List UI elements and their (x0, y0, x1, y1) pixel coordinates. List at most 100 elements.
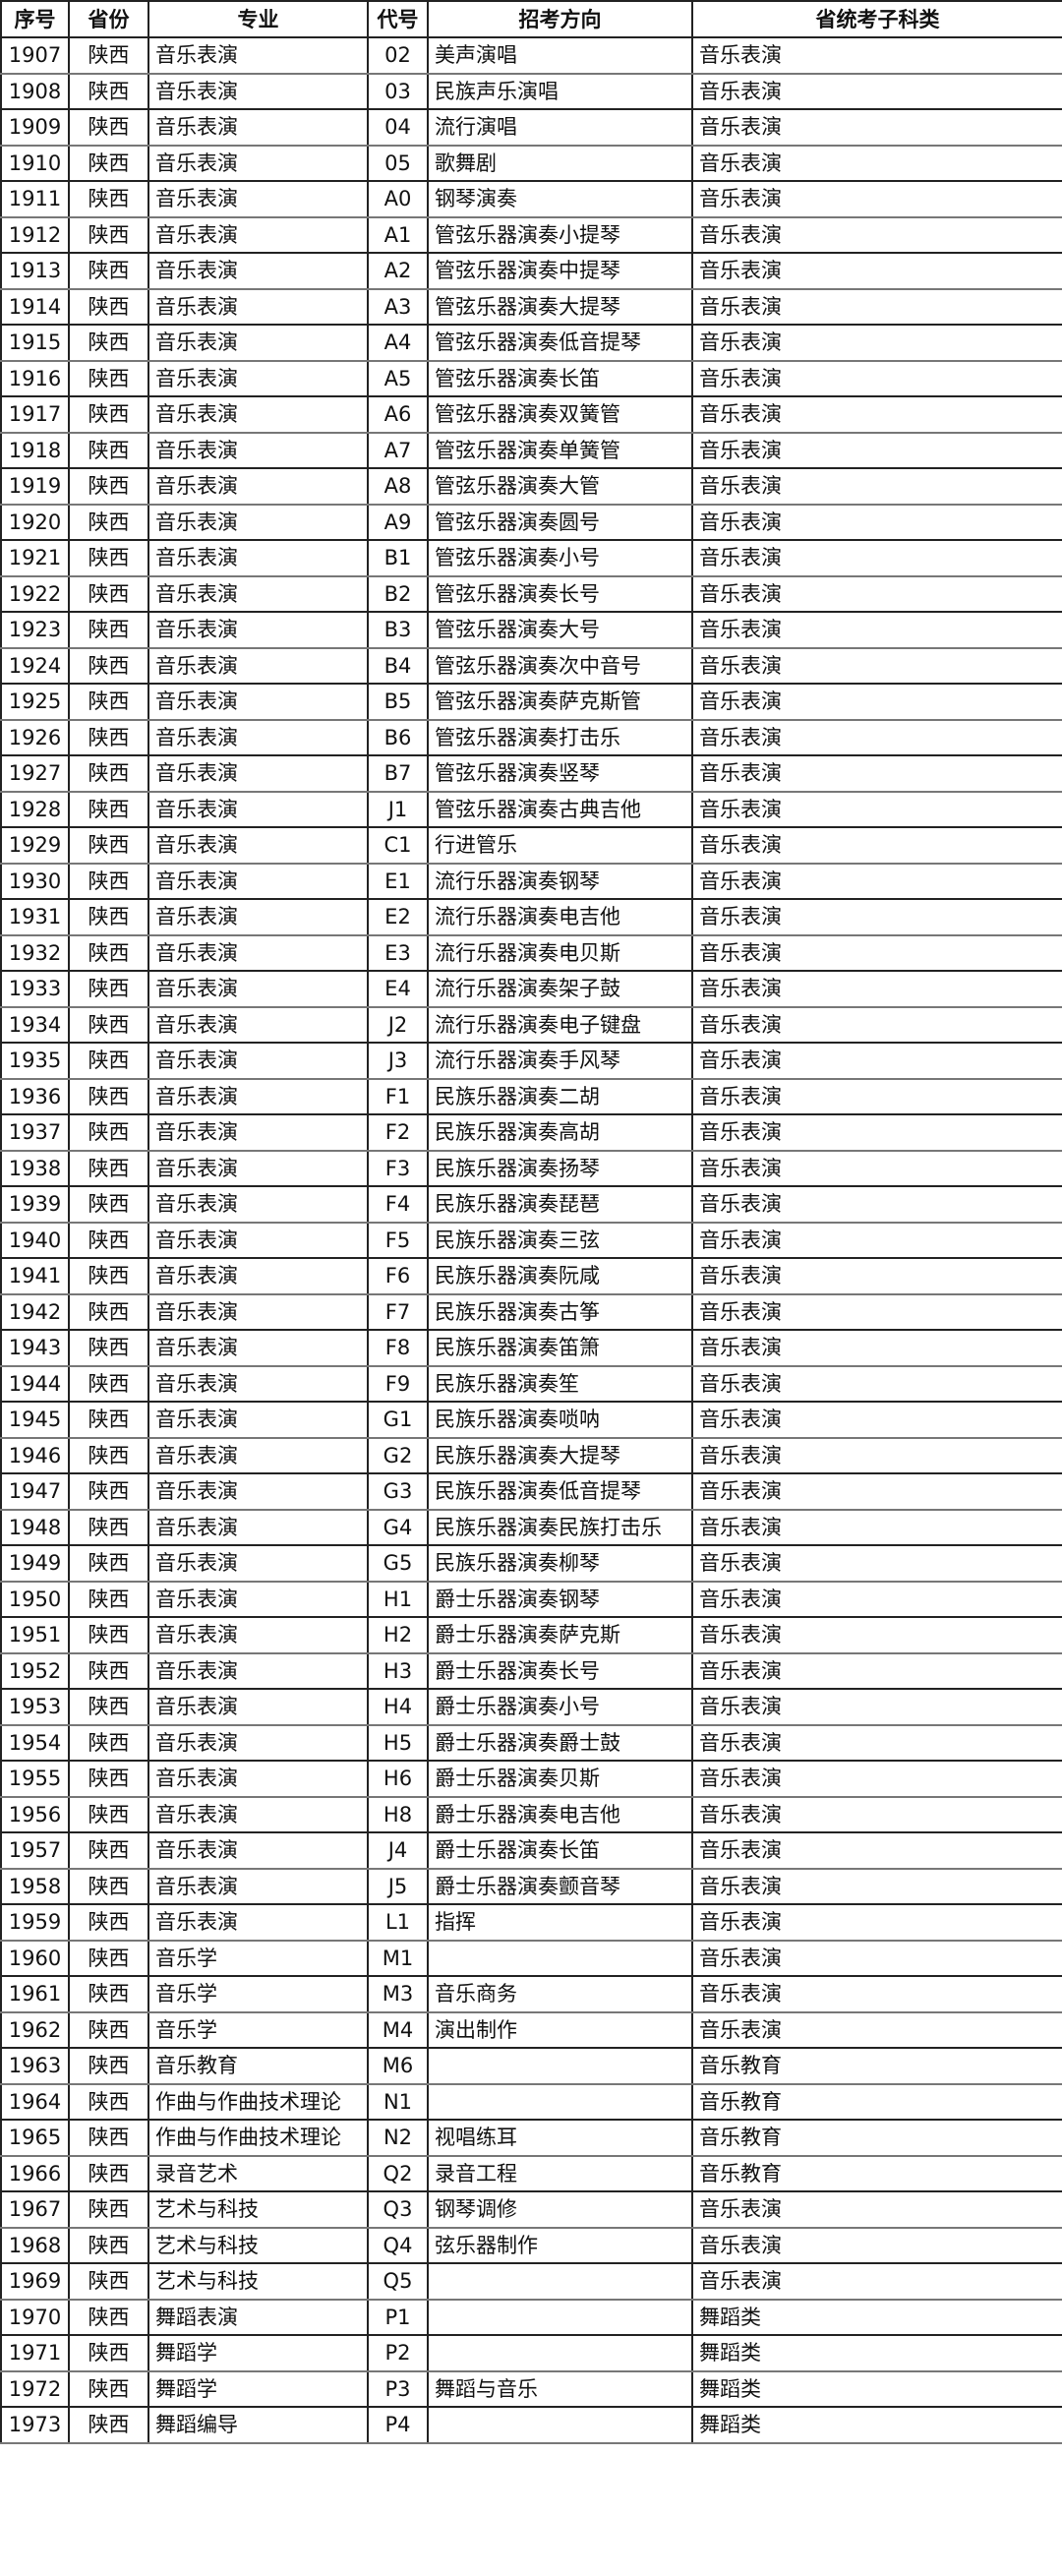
cell-province: 陕西 (68, 2082, 149, 2121)
cell-direction: 民族乐器演奏琵琶 (427, 1185, 693, 1224)
cell-seq: 1909 (0, 108, 70, 147)
cell-major: 音乐表演 (148, 1042, 369, 1080)
cell-code: F1 (367, 1077, 429, 1115)
cell-category: 音乐教育 (691, 2082, 1062, 2121)
table-row: 1963 陕西 音乐教育 M6 音乐教育 (0, 2047, 1062, 2085)
cell-major: 音乐表演 (148, 574, 369, 613)
cell-province: 陕西 (68, 1005, 149, 1044)
cell-major: 音乐表演 (148, 395, 369, 434)
cell-code: 05 (367, 144, 429, 182)
cell-category: 音乐表演 (691, 718, 1062, 756)
cell-province: 陕西 (68, 1688, 149, 1726)
cell-major: 音乐表演 (148, 718, 369, 756)
cell-category: 音乐表演 (691, 36, 1062, 75)
cell-province: 陕西 (68, 252, 149, 290)
table-row: 1925 陕西 音乐表演 B5 管弦乐器演奏萨克斯管 音乐表演 (0, 683, 1062, 721)
cell-province: 陕西 (68, 1185, 149, 1224)
table-row: 1928 陕西 音乐表演 J1 管弦乐器演奏古典吉他 音乐表演 (0, 790, 1062, 828)
cell-province: 陕西 (68, 646, 149, 685)
cell-code: B7 (367, 754, 429, 793)
cell-major: 音乐表演 (148, 1005, 369, 1044)
cell-category: 音乐表演 (691, 1975, 1062, 2013)
cell-major: 音乐表演 (148, 36, 369, 75)
cell-seq: 1958 (0, 1867, 70, 1905)
cell-direction: 指挥 (427, 1903, 693, 1942)
cell-seq: 1946 (0, 1436, 70, 1474)
cell-province: 陕西 (68, 1903, 149, 1942)
cell-province: 陕西 (68, 2226, 149, 2264)
cell-major: 音乐表演 (148, 611, 369, 649)
cell-province: 陕西 (68, 36, 149, 75)
cell-major: 音乐表演 (148, 503, 369, 541)
cell-category: 音乐表演 (691, 683, 1062, 721)
cell-direction (427, 2262, 693, 2301)
cell-major: 舞蹈学 (148, 2369, 369, 2408)
cell-direction: 管弦乐器演奏长笛 (427, 359, 693, 397)
table-row: 1934 陕西 音乐表演 J2 流行乐器演奏电子键盘 音乐表演 (0, 1005, 1062, 1044)
cell-major: 音乐表演 (148, 1077, 369, 1115)
table-row: 1937 陕西 音乐表演 F2 民族乐器演奏高胡 音乐表演 (0, 1113, 1062, 1152)
table-row: 1912 陕西 音乐表演 A1 管弦乐器演奏小提琴 音乐表演 (0, 215, 1062, 254)
cell-province: 陕西 (68, 2119, 149, 2157)
cell-category: 音乐表演 (691, 790, 1062, 828)
cell-category: 音乐表演 (691, 1329, 1062, 1367)
cell-code: G2 (367, 1436, 429, 1474)
cell-major: 音乐表演 (148, 898, 369, 936)
cell-code: E4 (367, 970, 429, 1008)
cell-category: 音乐表演 (691, 2226, 1062, 2264)
cell-direction: 民族乐器演奏阮咸 (427, 1257, 693, 1295)
cell-code: Q4 (367, 2226, 429, 2264)
cell-major: 音乐表演 (148, 646, 369, 685)
cell-code: J2 (367, 1005, 429, 1044)
cell-code: H6 (367, 1760, 429, 1798)
cell-province: 陕西 (68, 2406, 149, 2444)
table-row: 1913 陕西 音乐表演 A2 管弦乐器演奏中提琴 音乐表演 (0, 252, 1062, 290)
cell-code: 02 (367, 36, 429, 75)
cell-province: 陕西 (68, 1544, 149, 1583)
cell-category: 音乐表演 (691, 1651, 1062, 1690)
table-row: 1908 陕西 音乐表演 03 民族声乐演唱 音乐表演 (0, 72, 1062, 110)
cell-category: 音乐表演 (691, 1508, 1062, 1546)
cell-code: F7 (367, 1292, 429, 1331)
table-body: 1907 陕西 音乐表演 02 美声演唱 音乐表演 1908 陕西 音乐表演 03 民族声乐演唱 音乐… (0, 36, 1062, 2444)
cell-category: 音乐表演 (691, 1185, 1062, 1224)
admissions-table: 序号 省份 专业 代号 招考方向 省统考子科类 1907 陕西 音乐表演 02 美声演唱… (0, 0, 1062, 2444)
cell-major: 音乐表演 (148, 287, 369, 326)
cell-category: 音乐教育 (691, 2047, 1062, 2085)
cell-province: 陕西 (68, 144, 149, 182)
cell-direction: 流行演唱 (427, 108, 693, 147)
cell-code: A3 (367, 287, 429, 326)
cell-province: 陕西 (68, 2154, 149, 2192)
cell-category: 舞蹈类 (691, 2406, 1062, 2444)
cell-direction: 管弦乐器演奏竖琴 (427, 754, 693, 793)
cell-seq: 1957 (0, 1831, 70, 1870)
cell-direction (427, 2298, 693, 2336)
cell-province: 陕西 (68, 2334, 149, 2372)
cell-category: 音乐教育 (691, 2154, 1062, 2192)
cell-major: 艺术与科技 (148, 2226, 369, 2264)
cell-direction: 民族乐器演奏古筝 (427, 1292, 693, 1331)
cell-province: 陕西 (68, 862, 149, 900)
cell-seq: 1949 (0, 1544, 70, 1583)
table-row: 1932 陕西 音乐表演 E3 流行乐器演奏电贝斯 音乐表演 (0, 933, 1062, 972)
cell-province: 陕西 (68, 1149, 149, 1187)
cell-code: F2 (367, 1113, 429, 1152)
cell-major: 音乐表演 (148, 754, 369, 793)
cell-category: 音乐表演 (691, 1113, 1062, 1152)
header-code: 代号 (367, 0, 429, 38)
cell-major: 音乐表演 (148, 1113, 369, 1152)
table-row: 1945 陕西 音乐表演 G1 民族乐器演奏唢呐 音乐表演 (0, 1401, 1062, 1439)
cell-category: 音乐表演 (691, 611, 1062, 649)
cell-category: 音乐表演 (691, 1903, 1062, 1942)
cell-category: 音乐表演 (691, 467, 1062, 506)
cell-direction: 管弦乐器演奏长号 (427, 574, 693, 613)
cell-seq: 1930 (0, 862, 70, 900)
cell-seq: 1919 (0, 467, 70, 506)
cell-seq: 1964 (0, 2082, 70, 2121)
table-row: 1924 陕西 音乐表演 B4 管弦乐器演奏次中音号 音乐表演 (0, 646, 1062, 685)
cell-seq: 1969 (0, 2262, 70, 2301)
cell-province: 陕西 (68, 2190, 149, 2229)
table-row: 1933 陕西 音乐表演 E4 流行乐器演奏架子鼓 音乐表演 (0, 970, 1062, 1008)
cell-seq: 1925 (0, 683, 70, 721)
cell-major: 音乐表演 (148, 1401, 369, 1439)
